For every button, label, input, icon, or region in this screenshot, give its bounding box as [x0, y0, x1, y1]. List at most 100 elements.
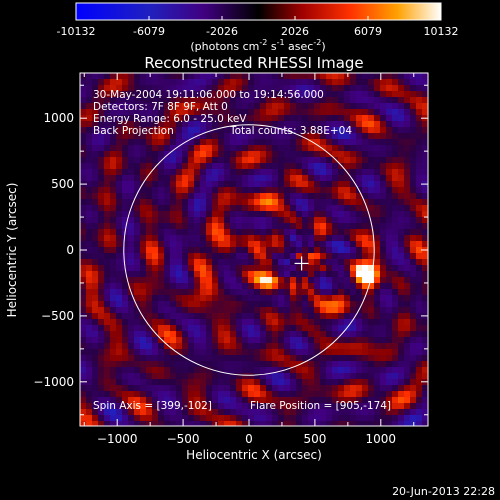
heatmap-cell [146, 295, 152, 301]
heatmap-cell [86, 343, 92, 349]
heatmap-cell [278, 283, 284, 289]
heatmap-cell [272, 277, 278, 283]
heatmap-cell [170, 253, 176, 259]
heatmap-cell [224, 193, 230, 199]
heatmap-cell [176, 271, 182, 277]
heatmap-cell [326, 139, 332, 145]
heatmap-cell [284, 343, 290, 349]
heatmap-cell [110, 331, 116, 337]
heatmap-cell [200, 337, 206, 343]
heatmap-cell [314, 373, 320, 379]
heatmap-cell [368, 235, 374, 241]
heatmap-cell [398, 313, 404, 319]
heatmap-cell [116, 97, 122, 103]
heatmap-cell [158, 139, 164, 145]
heatmap-cell [368, 103, 374, 109]
heatmap-cell [146, 385, 152, 391]
heatmap-cell [272, 121, 278, 127]
heatmap-cell [392, 379, 398, 385]
heatmap-cell [272, 397, 278, 403]
heatmap-cell [182, 319, 188, 325]
heatmap-cell [260, 127, 266, 133]
heatmap-cell [182, 97, 188, 103]
heatmap-cell [116, 115, 122, 121]
heatmap-cell [398, 229, 404, 235]
heatmap-cell [386, 355, 392, 361]
x-axis-label: Heliocentric X (arcsec) [186, 448, 322, 462]
heatmap-cell [338, 259, 344, 265]
heatmap-cell [248, 91, 254, 97]
heatmap-cell [374, 325, 380, 331]
heatmap-cell [416, 319, 422, 325]
heatmap-cell [374, 169, 380, 175]
heatmap-cell [248, 133, 254, 139]
heatmap-cell [224, 307, 230, 313]
heatmap-cell [332, 421, 338, 426]
heatmap-cell [356, 373, 362, 379]
heatmap-cell [422, 109, 428, 115]
heatmap-cell [350, 409, 356, 415]
heatmap-cell [122, 235, 128, 241]
heatmap-cell [398, 421, 404, 426]
heatmap-cell [86, 379, 92, 385]
heatmap-cell [350, 403, 356, 409]
heatmap-cell [356, 199, 362, 205]
heatmap-cell [302, 79, 308, 85]
heatmap-cell [134, 139, 140, 145]
heatmap-cell [248, 109, 254, 115]
heatmap-cell [236, 91, 242, 97]
heatmap-cell [302, 361, 308, 367]
heatmap-cell [314, 391, 320, 397]
heatmap-cell [290, 169, 296, 175]
heatmap-cell [98, 97, 104, 103]
heatmap-cell [254, 391, 260, 397]
heatmap-cell [224, 157, 230, 163]
heatmap-cell [326, 271, 332, 277]
heatmap-cell [146, 409, 152, 415]
heatmap-cell [116, 151, 122, 157]
heatmap-cell [338, 373, 344, 379]
heatmap-cell [128, 235, 134, 241]
heatmap-cell [182, 397, 188, 403]
heatmap-cell [296, 103, 302, 109]
heatmap-cell [350, 115, 356, 121]
heatmap-cell [200, 301, 206, 307]
heatmap-cell [350, 157, 356, 163]
heatmap-cell [188, 127, 194, 133]
heatmap-cell [188, 223, 194, 229]
heatmap-cell [422, 271, 428, 277]
heatmap-cell [278, 415, 284, 421]
heatmap-cell [206, 403, 212, 409]
heatmap-cell [314, 181, 320, 187]
heatmap-cell [140, 343, 146, 349]
heatmap-cell [332, 349, 338, 355]
heatmap-cell [122, 361, 128, 367]
heatmap-cell [242, 343, 248, 349]
heatmap-cell [140, 265, 146, 271]
heatmap-cell [368, 385, 374, 391]
heatmap-cell [152, 115, 158, 121]
heatmap-cell [110, 157, 116, 163]
heatmap-cell [86, 211, 92, 217]
heatmap-cell [194, 169, 200, 175]
heatmap-cell [146, 235, 152, 241]
heatmap-cell [140, 373, 146, 379]
heatmap-cell [344, 409, 350, 415]
heatmap-cell [362, 283, 368, 289]
heatmap-cell [314, 403, 320, 409]
heatmap-cell [152, 337, 158, 343]
heatmap-cell [182, 403, 188, 409]
heatmap-cell [374, 421, 380, 426]
heatmap-cell [176, 337, 182, 343]
heatmap-cell [302, 175, 308, 181]
heatmap-cell [374, 247, 380, 253]
heatmap-cell [362, 115, 368, 121]
heatmap-cell [362, 301, 368, 307]
heatmap-cell [326, 385, 332, 391]
heatmap-cell [356, 169, 362, 175]
heatmap-cell [308, 367, 314, 373]
heatmap-cell [266, 181, 272, 187]
heatmap-cell [356, 115, 362, 121]
heatmap-cell [260, 79, 266, 85]
